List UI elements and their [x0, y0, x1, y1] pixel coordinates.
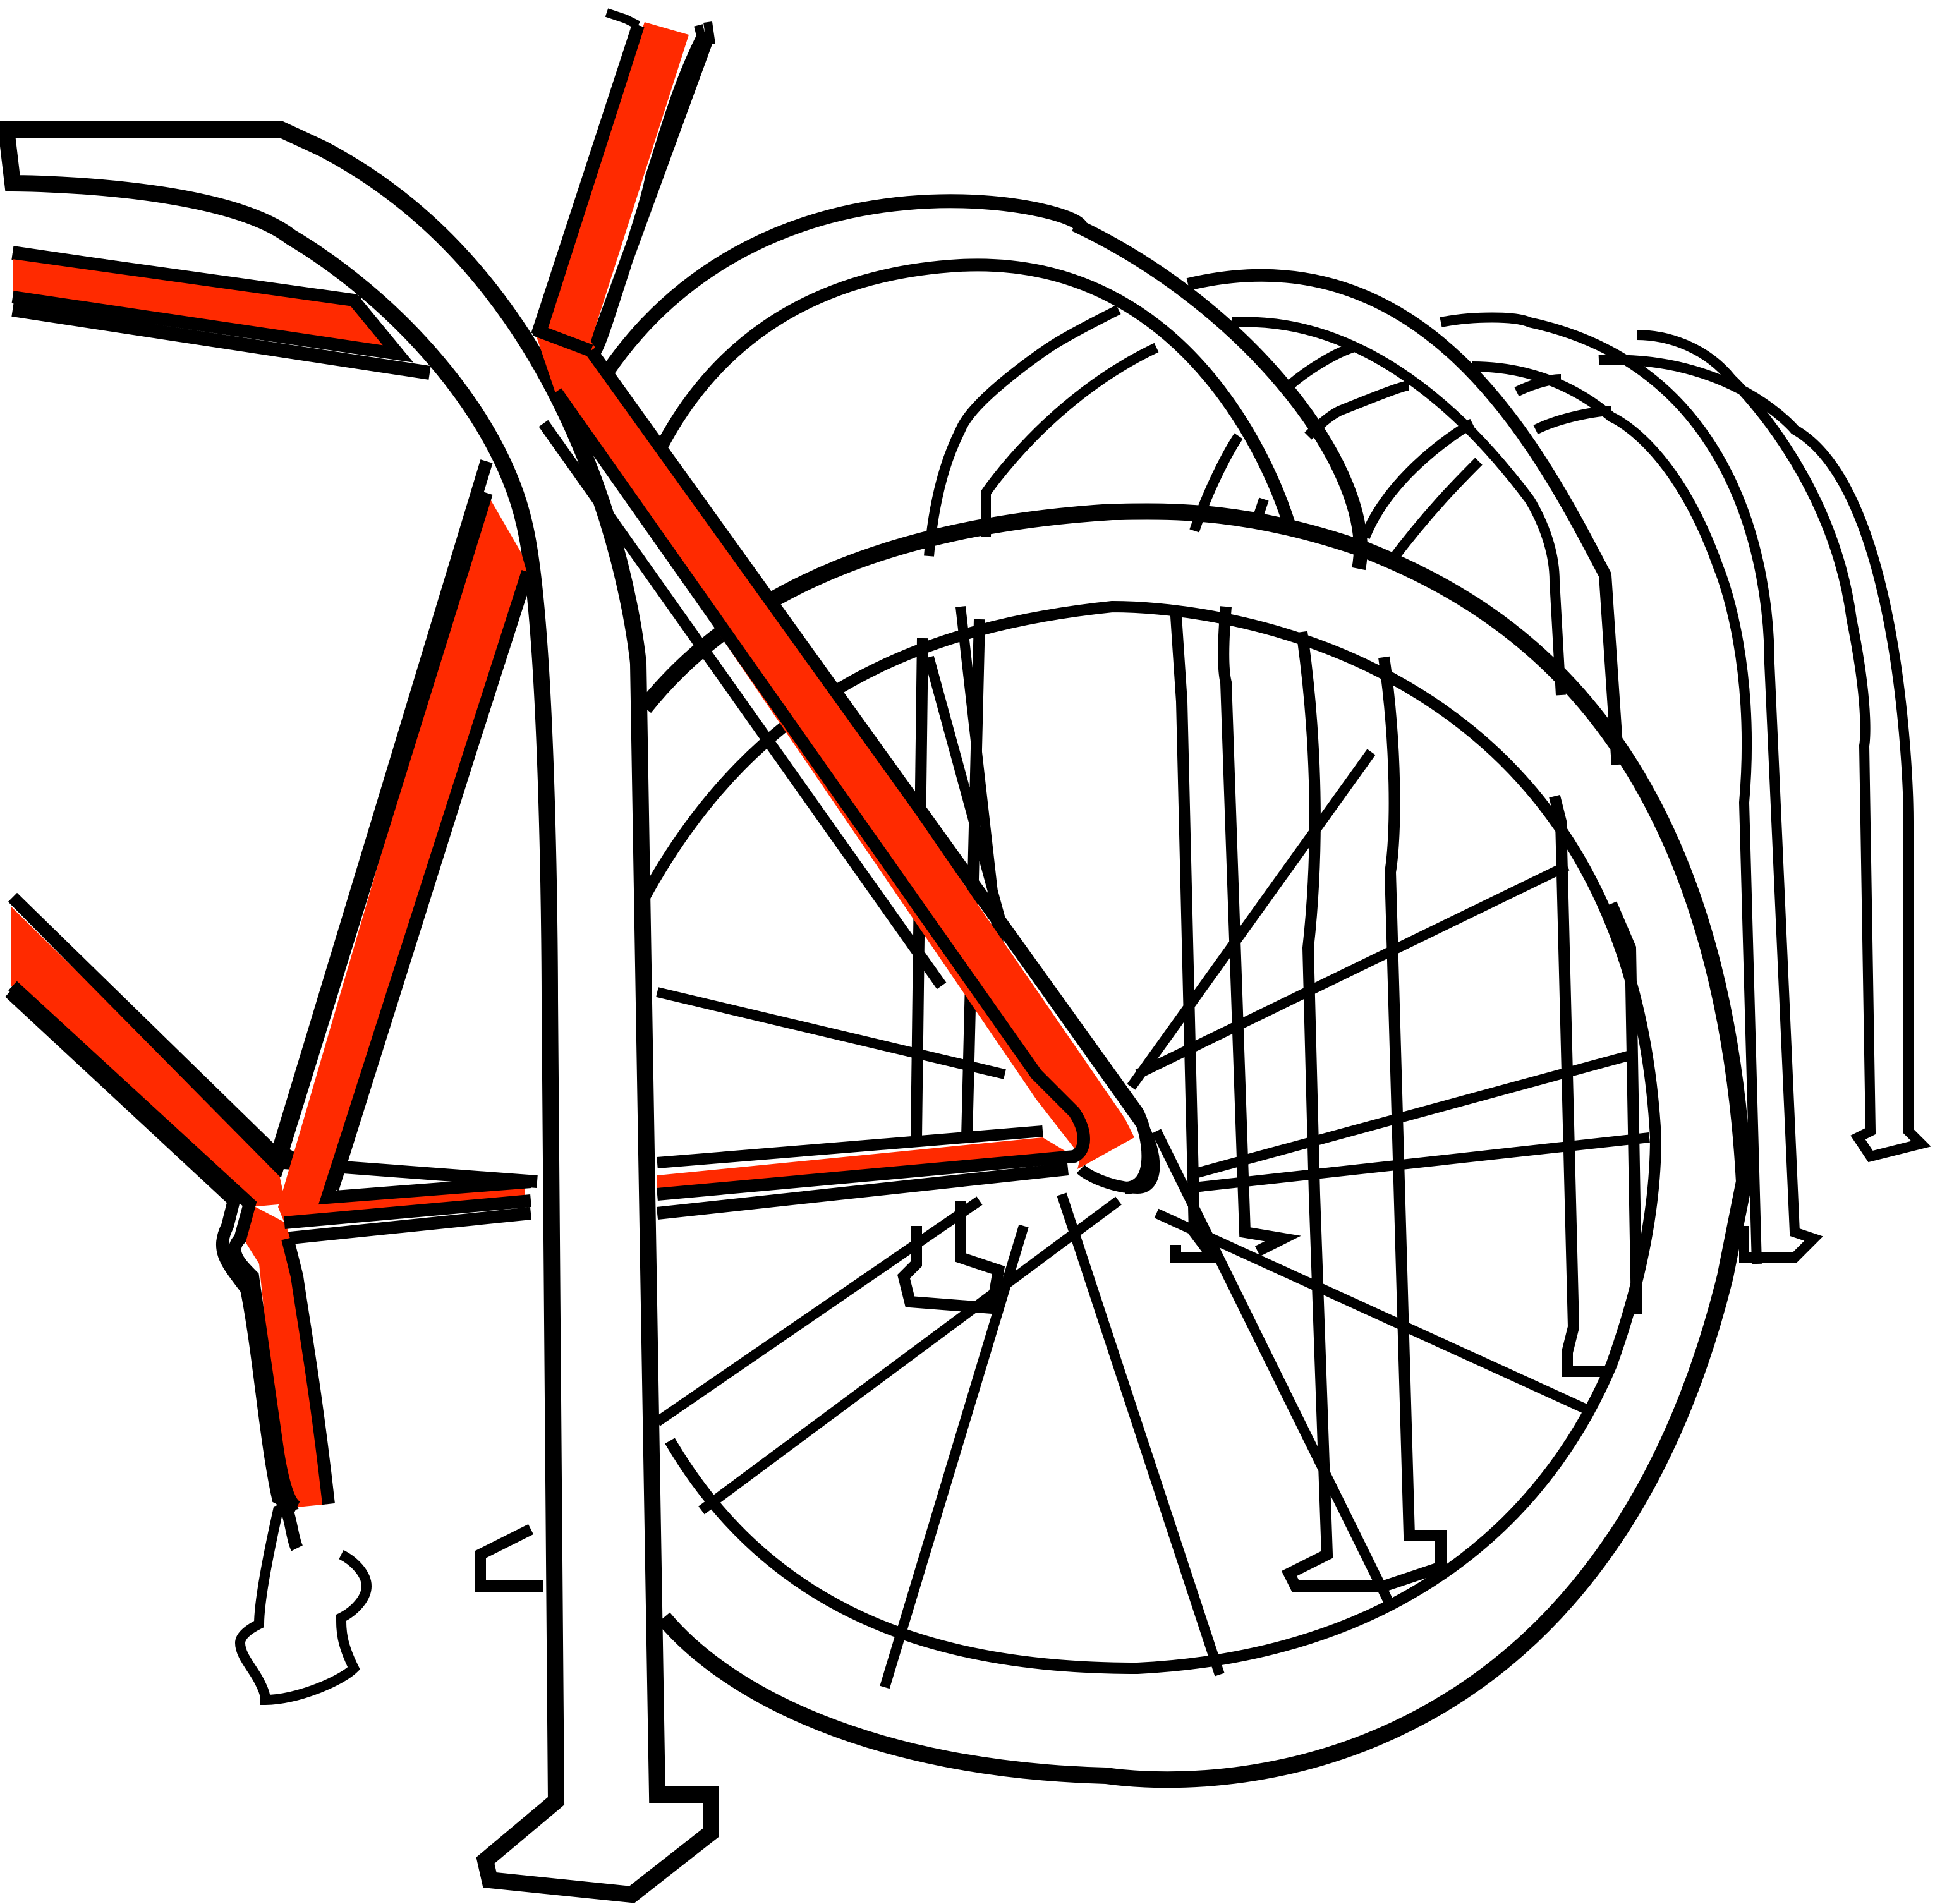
- rack-arch: [1253, 497, 1269, 520]
- spoke: [1154, 1208, 1589, 1414]
- seat-tube-top-right: [589, 35, 707, 358]
- rack-arch: [1514, 374, 1562, 397]
- post-cap: [605, 8, 715, 45]
- rack-arch: [1386, 458, 1483, 566]
- tire-outer: [638, 503, 1753, 1788]
- spoke: [880, 1224, 1029, 1689]
- outline-diagonal: [585, 347, 1155, 1194]
- seat-tube-rear: [538, 420, 947, 990]
- rack-bar: [1170, 606, 1225, 1263]
- rack-bar: [1606, 901, 1642, 1315]
- spoke: [1057, 1192, 1225, 1677]
- rack-arch: [1598, 330, 1931, 1163]
- rack-arch: [1304, 380, 1410, 440]
- rack-arch: [1232, 317, 1566, 696]
- rack-arch: [1533, 406, 1612, 435]
- rack-arch: [652, 258, 1295, 526]
- rack-bars: [897, 606, 1642, 1592]
- outline-lower-red: [281, 1194, 531, 1505]
- outline-chainstay-red: [8, 981, 301, 1513]
- rack-arch: [1186, 269, 1624, 765]
- red-handlebar: [13, 259, 398, 351]
- rack-bar: [1218, 606, 1301, 1257]
- red-accents: [11, 22, 1134, 1507]
- rack-arch: [600, 194, 1368, 571]
- rack-arch: [924, 305, 1121, 557]
- outline-down-red: [318, 569, 534, 1205]
- rack-arch: [981, 343, 1159, 537]
- rack-bar: [1549, 794, 1611, 1377]
- rack-arches: [600, 194, 1931, 1264]
- rack-arch: [1279, 343, 1354, 396]
- spoke: [1127, 749, 1376, 1090]
- rack-bar: [1378, 656, 1447, 1592]
- lower-bar: [283, 1163, 1069, 1245]
- spoke: [1135, 861, 1570, 1079]
- rack-arch: [1189, 433, 1243, 533]
- spoke: [698, 1196, 1122, 1515]
- pedal-crank: [234, 1499, 372, 1706]
- tire-inner: [640, 600, 1662, 1675]
- outline-diagonal-lower: [550, 388, 1090, 1201]
- red-lower-bar: [657, 1137, 1074, 1188]
- spoke: [1186, 1050, 1632, 1180]
- outline-diagonal-left: [532, 23, 645, 357]
- post-loop: [475, 1524, 543, 1592]
- outline-chainstay: [8, 491, 493, 1178]
- spoke: [656, 987, 1006, 1079]
- frame-outlines: [8, 23, 1155, 1513]
- red-diagonal-tube: [536, 22, 1134, 1169]
- outline-handlebar: [11, 246, 414, 363]
- rack-arch: [1440, 312, 1823, 1263]
- rack-bar: [1281, 631, 1378, 1592]
- rack-bar: [897, 1201, 1005, 1314]
- middle-bar: [657, 1125, 1043, 1168]
- spoke: [654, 1196, 983, 1426]
- spoke: [924, 655, 1010, 937]
- rack-arch: [1360, 418, 1475, 539]
- red-lower-leg: [243, 1204, 329, 1507]
- red-chainstay: [11, 907, 286, 1207]
- red-down-tube: [278, 493, 528, 1223]
- frame-main-tube: [0, 121, 719, 1903]
